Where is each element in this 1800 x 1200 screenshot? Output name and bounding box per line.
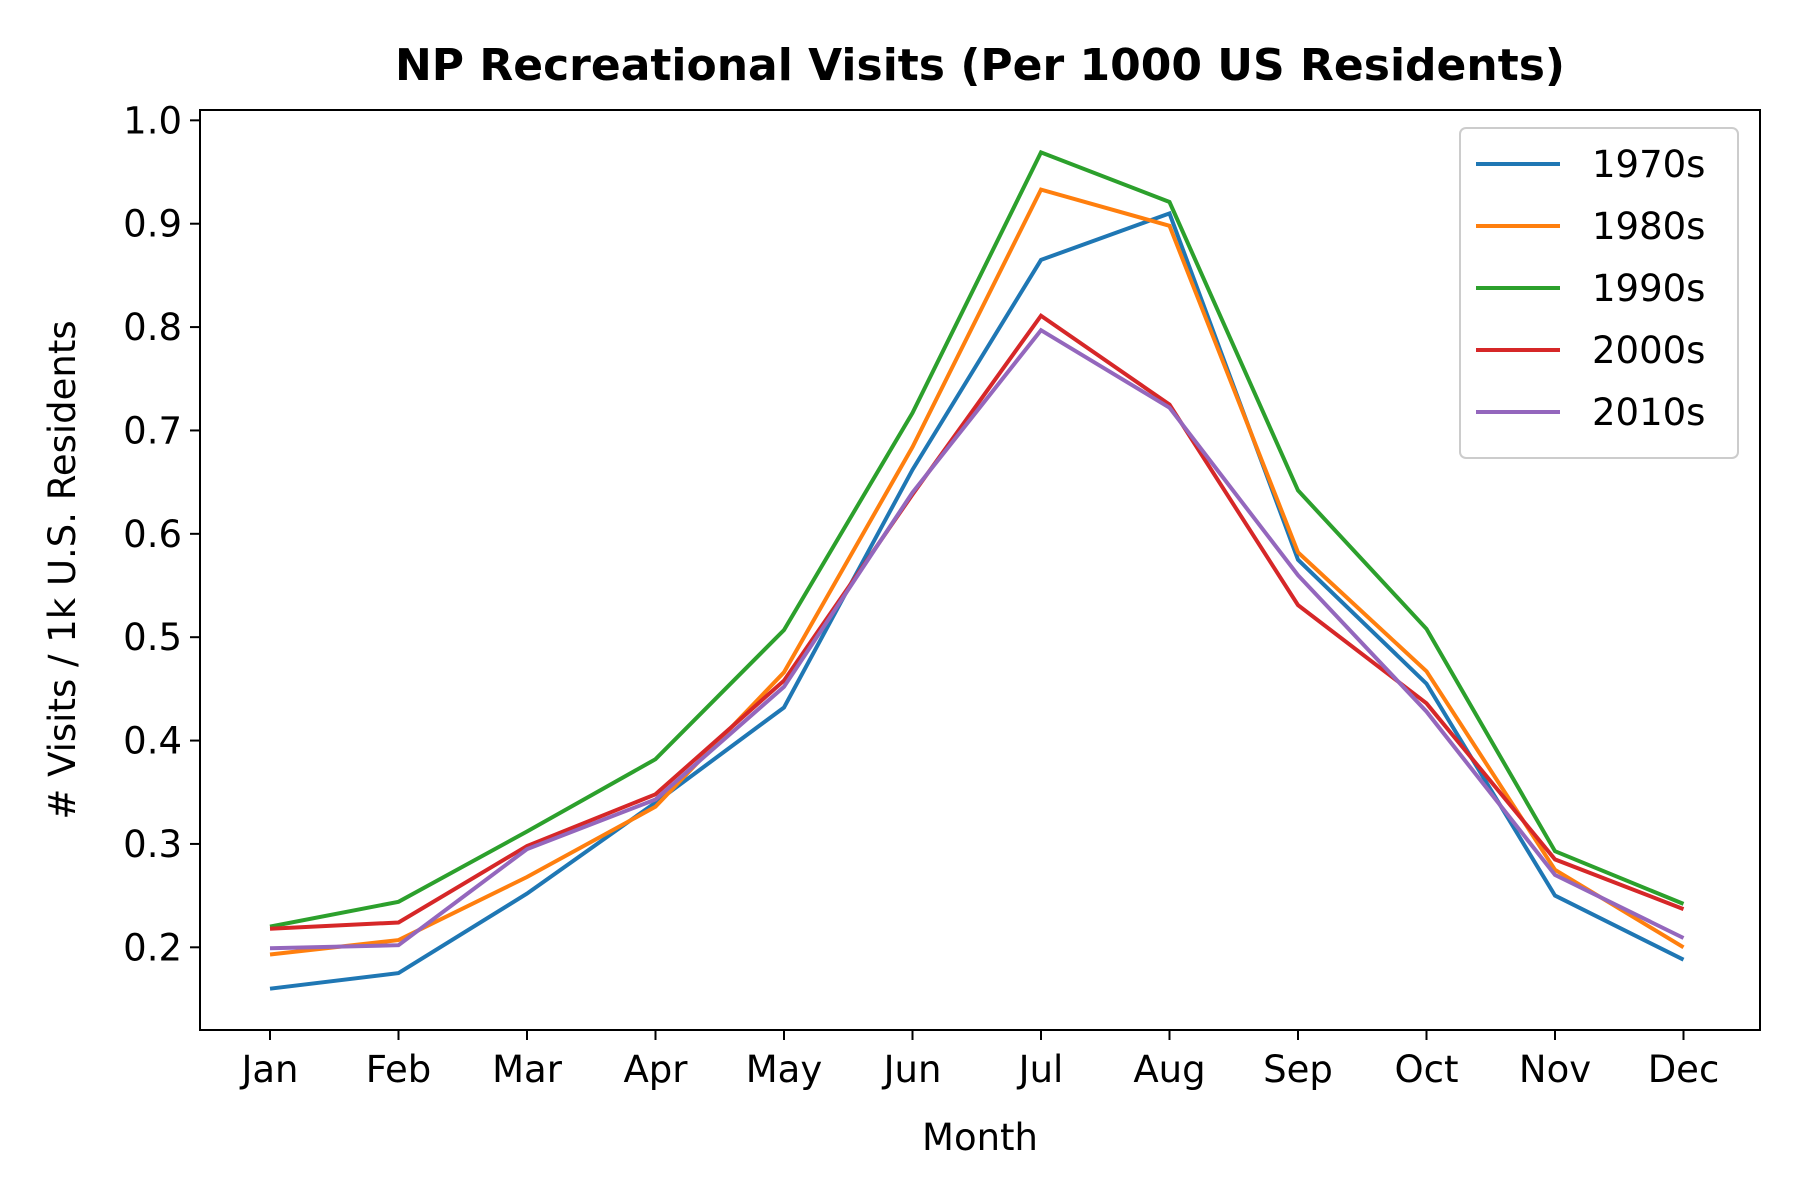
x-tick-label: Mar [492,1048,563,1091]
legend-label: 2010s [1592,391,1705,434]
legend-label: 2000s [1592,329,1705,372]
x-tick-label: Aug [1133,1048,1205,1091]
series-line-1980s [269,187,1685,957]
legend-frame [1459,127,1739,459]
legend-label: 1980s [1592,205,1705,248]
y-tick-label: 0.2 [123,926,182,969]
series-lines [269,149,1685,991]
x-tick-label: Jan [239,1048,298,1091]
series-line-2010s [269,327,1685,951]
x-tick-label: Dec [1648,1048,1720,1091]
series-line-2000s [269,312,1685,931]
legend: 1970s 1980s 1990s 2000s 2010s [1459,127,1739,459]
y-tick-label: 0.6 [123,513,182,556]
series-line-1990s [269,149,1685,929]
x-axis-label: Month [922,1116,1038,1159]
y-tick-label: 0.8 [123,306,182,349]
x-tick-label: Jun [882,1048,942,1091]
plot-area-frame [199,109,1761,1031]
y-tick-label: 0.3 [123,823,182,866]
y-axis-label: # Visits / 1k U.S. Residents [41,320,84,819]
series-line-1970s [269,210,1685,991]
x-tick-label: Apr [623,1048,688,1091]
y-tick-label: 0.4 [123,720,182,763]
legend-label: 1990s [1592,267,1705,310]
y-tick-label: 0.7 [123,409,182,452]
y-tick-label: 0.9 [123,203,182,246]
chart-title: NP Recreational Visits (Per 1000 US Resi… [395,40,1565,91]
axis-ticks: Jan Feb Mar Apr May Jun Jul Aug Sep Oct Nov Dec 0.2 0… [123,99,1719,1091]
y-tick-label: 0.5 [123,616,182,659]
x-tick-label: Sep [1263,1048,1333,1091]
x-tick-label: Nov [1519,1048,1591,1091]
legend-label: 1970s [1592,143,1705,186]
x-tick-label: Feb [366,1048,432,1091]
x-tick-label: Oct [1395,1048,1459,1091]
y-tick-label: 1.0 [123,99,182,142]
x-tick-label: May [746,1048,823,1091]
x-tick-label: Jul [1017,1048,1064,1091]
